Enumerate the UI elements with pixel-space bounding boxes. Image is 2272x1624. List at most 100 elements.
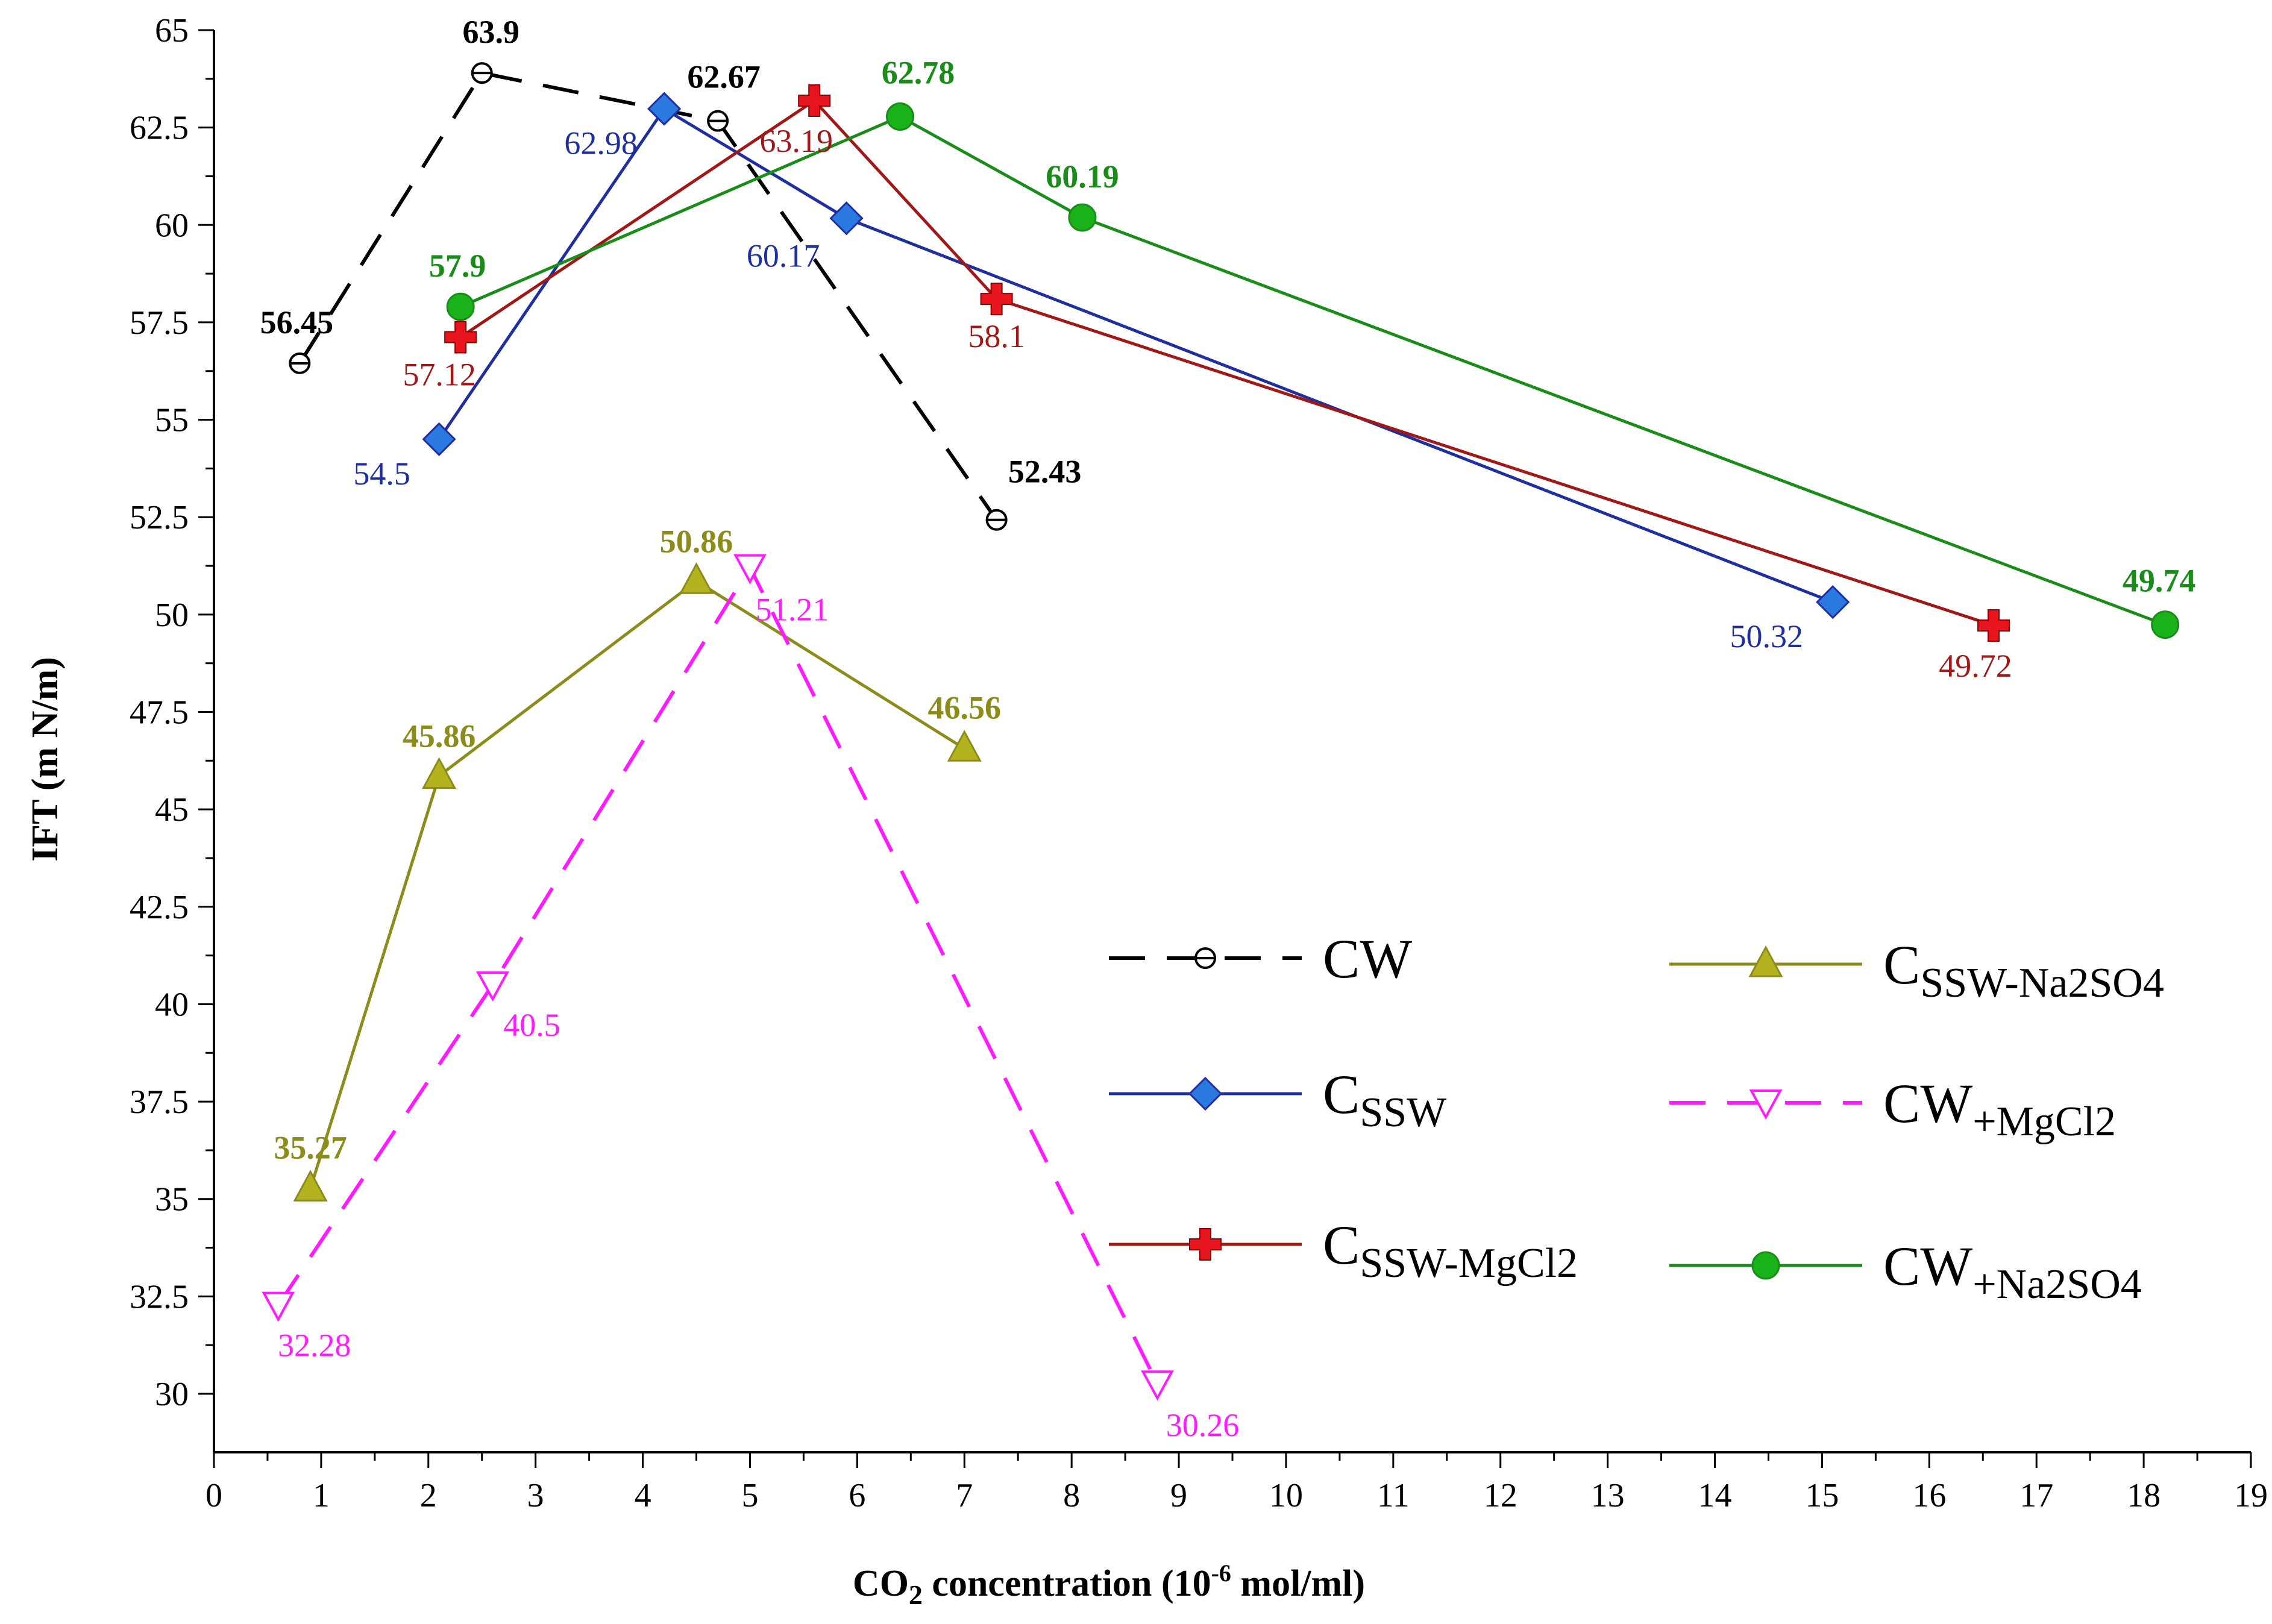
series-cw-mgcl2 xyxy=(262,554,1174,1401)
legend-label: CW xyxy=(1323,928,1412,989)
data-point-cw-mgcl2 xyxy=(476,971,509,1002)
x-tick-label: 5 xyxy=(741,1477,758,1514)
legend-label: CW+Na2SO4 xyxy=(1883,1235,2142,1308)
x-tick-label: 11 xyxy=(1377,1477,1410,1514)
data-point-cssw-na2so4 xyxy=(422,757,457,789)
data-label-cw-mgcl2: 30.26 xyxy=(1166,1407,1240,1443)
data-point-cw-mgcl2 xyxy=(733,554,767,585)
data-point-cw-mgcl2 xyxy=(262,1291,295,1322)
data-label-cw: 62.67 xyxy=(687,59,761,95)
x-tick-label: 15 xyxy=(1805,1477,1839,1514)
data-label-cssw: 50.32 xyxy=(1730,618,1803,654)
x-tick-label: 6 xyxy=(849,1477,865,1514)
data-label-cssw-na2so4: 50.86 xyxy=(660,523,733,559)
series-line-cssw-mgcl2 xyxy=(459,98,1994,627)
x-tick-label: 1 xyxy=(313,1477,330,1514)
legend-marker xyxy=(1194,947,1216,969)
data-point-cssw-mgcl2 xyxy=(444,321,477,354)
data-label-cw-mgcl2: 40.5 xyxy=(503,1007,560,1043)
data-point-cw xyxy=(471,62,493,84)
data-point-cw xyxy=(985,509,1008,531)
y-tick-label: 47.5 xyxy=(130,694,189,732)
y-tick-label: 40 xyxy=(155,986,189,1023)
legend-label: CSSW xyxy=(1323,1064,1446,1136)
data-label-cssw: 54.5 xyxy=(353,456,410,492)
data-label-cssw-na2so4: 35.27 xyxy=(274,1129,347,1165)
y-tick-label: 35 xyxy=(155,1181,189,1218)
x-tick-label: 19 xyxy=(2234,1477,2268,1514)
series-cw xyxy=(289,62,1008,531)
y-tick-label: 60 xyxy=(155,207,189,244)
data-point-cssw-na2so4 xyxy=(947,730,982,762)
x-tick-label: 17 xyxy=(2019,1477,2053,1514)
x-axis-title: CO2 concentration (10-6 mol/ml) xyxy=(853,1560,1365,1610)
data-point-cssw-mgcl2 xyxy=(798,84,831,118)
y-tick-label: 45 xyxy=(155,791,189,829)
y-tick-label: 65 xyxy=(155,12,189,49)
legend-marker xyxy=(1189,1228,1222,1261)
x-tick-label: 10 xyxy=(1269,1477,1303,1514)
data-point-cssw xyxy=(1816,585,1850,619)
series-line-cw xyxy=(298,71,999,521)
data-label-cssw: 60.17 xyxy=(747,237,820,274)
data-point-cssw-na2so4 xyxy=(293,1170,328,1202)
y-axis-title: IFT (m N/m) xyxy=(25,657,66,862)
data-point-cw xyxy=(289,352,311,374)
legend-entry-cw-na2so4: CW+Na2SO4 xyxy=(1669,1235,2142,1308)
legend-entry-cw-mgcl2: CW+MgCl2 xyxy=(1669,1073,2116,1145)
data-label-cssw: 62.98 xyxy=(564,125,638,161)
y-tick-label: 42.5 xyxy=(130,889,189,926)
data-labels-layer: 56.45 63.9 62.67 52.43 54.5 62.98 60.17 50.32 57… xyxy=(260,14,2196,1443)
data-point-cw-na2so4 xyxy=(886,102,915,131)
legend-label: CSSW-MgCl2 xyxy=(1323,1214,1578,1287)
x-tick-label: 13 xyxy=(1591,1477,1625,1514)
y-tick-label: 55 xyxy=(155,402,189,439)
x-tick-label: 3 xyxy=(527,1477,544,1514)
data-point-cssw-na2so4 xyxy=(679,562,714,594)
x-tick-label: 9 xyxy=(1170,1477,1187,1514)
legend-label: CW+MgCl2 xyxy=(1883,1073,2116,1145)
data-point-cw xyxy=(707,110,729,132)
data-label-cssw-na2so4: 46.56 xyxy=(928,689,1002,726)
data-point-cw-mgcl2 xyxy=(1141,1370,1174,1401)
x-tick-label: 2 xyxy=(420,1477,437,1514)
data-label-cssw-mgcl2: 58.1 xyxy=(968,318,1025,354)
series-layer xyxy=(262,62,2180,1401)
legend-marker xyxy=(1188,1076,1223,1111)
series-line-cssw xyxy=(438,107,1834,604)
legend-label: CSSW-Na2SO4 xyxy=(1883,934,2164,1006)
y-tick-label: 57.5 xyxy=(130,304,189,342)
legend-entry-cw: CW xyxy=(1109,928,1412,989)
data-label-cw: 52.43 xyxy=(1008,454,1082,490)
x-tick-label: 16 xyxy=(1912,1477,1946,1514)
x-axis: 0 1 2 3 4 5 6 7 8 9 10 11 12 13 14 15 16 17 18 19 xyxy=(206,1451,2268,1514)
data-label-cw-mgcl2: 32.28 xyxy=(278,1328,351,1364)
y-tick-label: 50 xyxy=(155,597,189,634)
x-tick-label: 0 xyxy=(206,1477,222,1514)
legend-entry-cssw: CSSW xyxy=(1109,1064,1446,1136)
series-line-cw-na2so4 xyxy=(460,114,2166,627)
data-label-cw: 63.9 xyxy=(462,14,519,50)
y-tick-label: 32.5 xyxy=(130,1278,189,1315)
data-point-cssw xyxy=(829,201,864,236)
y-tick-label: 52.5 xyxy=(130,499,189,536)
data-point-cw-na2so4 xyxy=(2151,610,2180,639)
x-tick-label: 4 xyxy=(635,1477,651,1514)
data-label-cw-na2so4: 49.74 xyxy=(2123,563,2196,599)
x-tick-label: 12 xyxy=(1484,1477,1517,1514)
x-tick-label: 8 xyxy=(1063,1477,1080,1514)
data-label-cssw-mgcl2: 63.19 xyxy=(759,123,833,159)
data-label-cssw-mgcl2: 57.12 xyxy=(403,357,476,393)
legend: CW CSSW CSSW-MgCl2 CSSW-Na2SO4 CW+MgCl2 CW+Na… xyxy=(1109,928,2164,1308)
data-point-cw-na2so4 xyxy=(1068,203,1097,232)
data-label-cw-na2so4: 62.78 xyxy=(882,55,955,91)
y-axis: 30 32.5 35 37.5 40 42.5 45 47.5 50 52.5 55 57.5 60 62… xyxy=(130,12,215,1452)
data-point-cw-na2so4 xyxy=(446,292,475,321)
legend-entry-cssw-mgcl2: CSSW-MgCl2 xyxy=(1109,1214,1578,1287)
series-cw-na2so4 xyxy=(446,102,2180,639)
legend-entry-cssw-na2so4: CSSW-Na2SO4 xyxy=(1669,934,2164,1006)
data-label-cw-mgcl2: 51.21 xyxy=(756,592,829,628)
data-label-cssw-na2so4: 45.86 xyxy=(403,718,476,754)
x-tick-label: 14 xyxy=(1698,1477,1732,1514)
